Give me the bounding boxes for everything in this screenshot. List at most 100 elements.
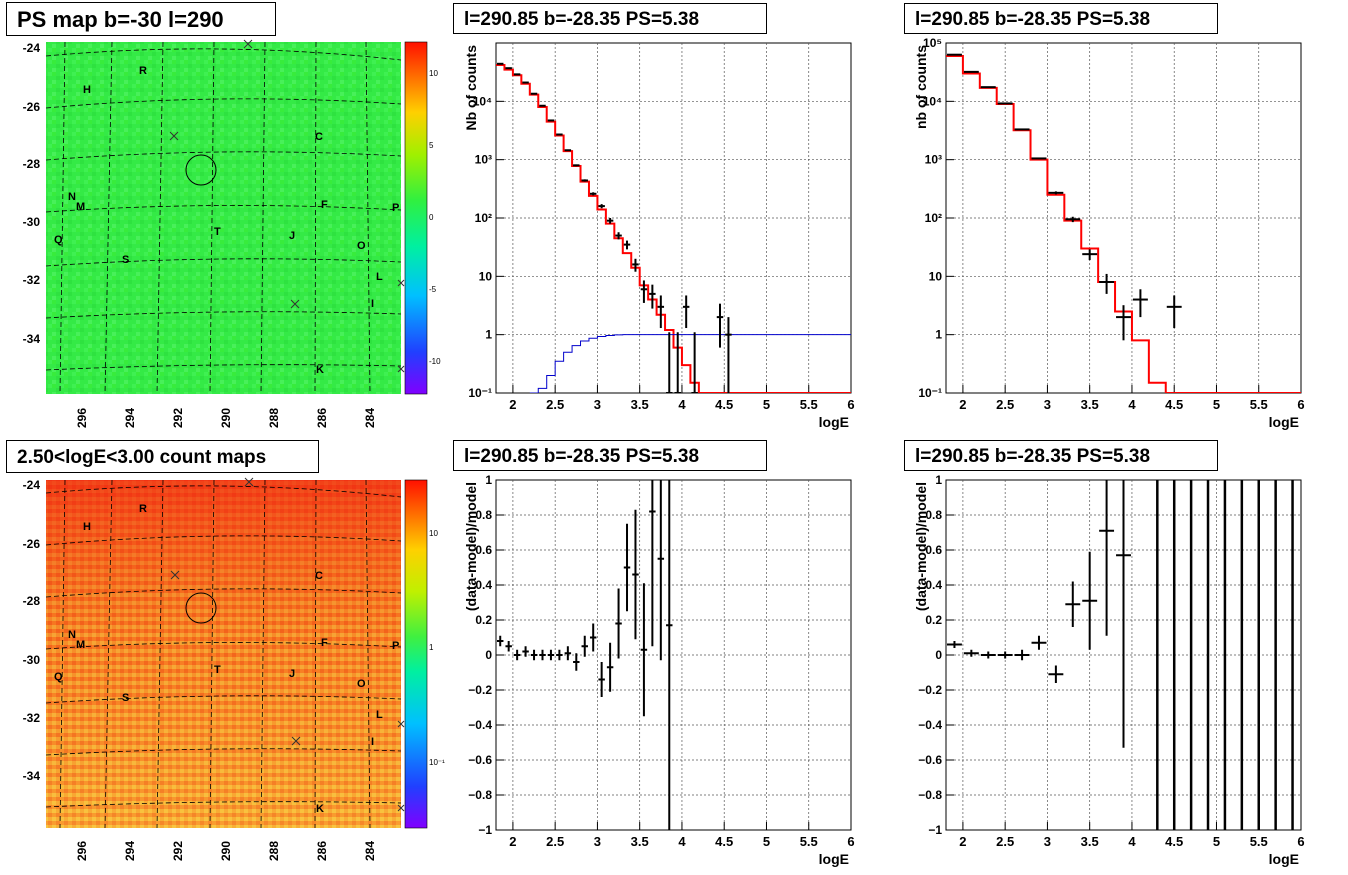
x-tick-label: 4 xyxy=(678,397,686,412)
x-tick: 292 xyxy=(171,408,185,428)
count-map-y-ticks: -24 -26 -28 -30 -32 -34 xyxy=(23,478,41,783)
residual-coarse-chart: 2 2.5 3 3.5 4 4.5 5 5.5 6 −1 −0.8 −0.6 −0.4 −0.2 0 0.2 0… xyxy=(913,473,1305,867)
x-tick-label: 4 xyxy=(1128,397,1136,412)
y-tick: -30 xyxy=(23,215,41,229)
y-tick-label: −0.2 xyxy=(468,683,492,697)
y-tick: -28 xyxy=(23,157,41,171)
x-tick-label: 5.5 xyxy=(800,397,818,412)
map-letter: C xyxy=(315,131,323,143)
x-tick: 290 xyxy=(219,408,233,428)
map-letter: Q xyxy=(54,671,63,683)
count-map-colorbar xyxy=(404,479,428,829)
x-tick: 284 xyxy=(363,841,377,861)
ps-map-image xyxy=(46,42,401,394)
y-tick-label: 10³ xyxy=(475,153,492,167)
count-map-colorbar-labels: 10 1 10⁻¹ xyxy=(429,529,445,767)
colorbar-label: -5 xyxy=(429,285,437,294)
map-letter: I xyxy=(371,736,374,748)
y-tick-label: 1 xyxy=(485,473,492,487)
count-map-title: 2.50<logE<3.00 count maps xyxy=(6,440,319,473)
ps-map-source-circle xyxy=(185,154,217,186)
y-tick-label: 10⁴ xyxy=(923,94,942,108)
map-letter: K xyxy=(316,364,324,376)
exposure-step-line xyxy=(529,334,851,393)
x-tick-label: 3 xyxy=(1044,397,1051,412)
map-letter: J xyxy=(289,668,295,680)
x-tick-label: 4.5 xyxy=(1165,397,1183,412)
y-tick-label: 10⁻¹ xyxy=(468,386,492,400)
x-tick-label: 3 xyxy=(1044,834,1051,849)
y-tick: -32 xyxy=(23,273,41,287)
residual-fine-panel: 2 2.5 3 3.5 4 4.5 5 5.5 6 −1 −0.8 −0.6 −0.4 −0.2 0 0.2 0… xyxy=(450,437,895,872)
x-tick-label: 3 xyxy=(594,397,601,412)
map-letter: M xyxy=(76,201,85,213)
x-tick-label: 5 xyxy=(1213,834,1220,849)
spectrum-fine-title: l=290.85 b=-28.35 PS=5.38 xyxy=(453,3,767,34)
y-tick: -24 xyxy=(23,41,41,55)
x-tick-label: 3.5 xyxy=(631,834,649,849)
map-letter: M xyxy=(76,639,85,651)
x-tick-label: 2.5 xyxy=(996,397,1014,412)
y-tick-label: 0.8 xyxy=(475,508,492,522)
x-tick: 288 xyxy=(267,841,281,861)
colorbar-label: 1 xyxy=(429,643,434,652)
count-map-letters: R H C N M F P Q T J O S L I K xyxy=(54,503,399,815)
y-tick-label: 0.4 xyxy=(475,578,492,592)
y-tick-label: −0.4 xyxy=(918,718,942,732)
map-letter: O xyxy=(357,240,366,252)
y-tick-label: 0.4 xyxy=(925,578,942,592)
map-letter: S xyxy=(122,254,129,266)
map-letter: K xyxy=(316,803,324,815)
count-map-markers xyxy=(170,477,405,812)
map-letter: F xyxy=(321,637,328,649)
x-tick-label: 5.5 xyxy=(1250,397,1268,412)
y-tick-label: −0.6 xyxy=(918,753,942,767)
map-letter: I xyxy=(371,298,374,310)
map-letter: C xyxy=(315,570,323,582)
x-tick-label: 4.5 xyxy=(1165,834,1183,849)
x-tick-label: 3 xyxy=(594,834,601,849)
x-tick-label: 2 xyxy=(959,397,966,412)
y-axis-label: (data-model)/model xyxy=(463,482,479,611)
ps-map-letters: R H C N M F P Q T J O S L I K xyxy=(54,65,399,376)
x-tick-label: 5 xyxy=(763,397,770,412)
x-tick-label: 3.5 xyxy=(631,397,649,412)
y-tick: -26 xyxy=(23,100,41,114)
map-letter: T xyxy=(214,664,221,676)
x-tick: 292 xyxy=(171,841,185,861)
y-tick: -34 xyxy=(23,769,41,783)
y-tick-label: −0.6 xyxy=(468,753,492,767)
plot-area xyxy=(496,62,851,393)
x-tick: 296 xyxy=(75,841,89,861)
y-tick-label: −0.2 xyxy=(918,683,942,697)
colorbar-label: -10 xyxy=(429,357,441,366)
y-tick-label: 1 xyxy=(935,328,942,342)
spectrum-fine-chart: 2 2.5 3 3.5 4 4.5 5 5.5 6 10⁻¹ 1 10 10² 10³ 10⁴ logE Nb … xyxy=(463,42,855,430)
map-letter: N xyxy=(68,629,76,641)
spectrum-coarse-title: l=290.85 b=-28.35 PS=5.38 xyxy=(904,3,1218,34)
map-letter: T xyxy=(214,226,221,238)
x-tick-label: 6 xyxy=(1297,834,1304,849)
y-tick: -24 xyxy=(23,478,41,492)
y-tick-label: 0 xyxy=(485,648,492,662)
x-tick-label: 4 xyxy=(1128,834,1136,849)
ps-map-panel: PS map b=-30 l=290 xyxy=(0,0,445,435)
x-axis-label: logE xyxy=(1269,851,1299,867)
y-tick: -26 xyxy=(23,537,41,551)
x-tick-label: 4 xyxy=(678,834,686,849)
ps-map-markers xyxy=(169,39,405,373)
map-letter: F xyxy=(321,199,328,211)
y-tick-label: 10 xyxy=(929,269,943,283)
x-tick: 284 xyxy=(363,408,377,428)
y-tick-label: 10² xyxy=(925,211,942,225)
plot-area xyxy=(947,480,1294,830)
y-tick-label: −0.4 xyxy=(468,718,492,732)
x-tick: 296 xyxy=(75,408,89,428)
count-map-source-circle xyxy=(185,592,217,624)
x-axis-label: logE xyxy=(819,414,849,430)
y-tick: -28 xyxy=(23,594,41,608)
y-tick-label: 10³ xyxy=(925,153,942,167)
colorbar-label: 10 xyxy=(429,69,438,78)
x-tick-label: 3.5 xyxy=(1081,834,1099,849)
y-tick-label: 10⁵ xyxy=(923,36,942,50)
